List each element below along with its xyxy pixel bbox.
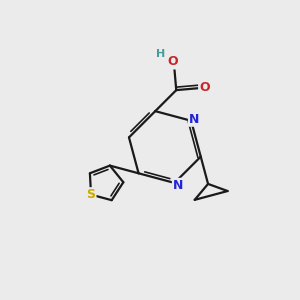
Text: O: O [199,81,210,94]
Text: N: N [173,179,183,192]
Text: O: O [167,56,178,68]
Text: H: H [156,49,165,59]
Text: N: N [189,113,199,126]
Text: S: S [86,188,95,201]
